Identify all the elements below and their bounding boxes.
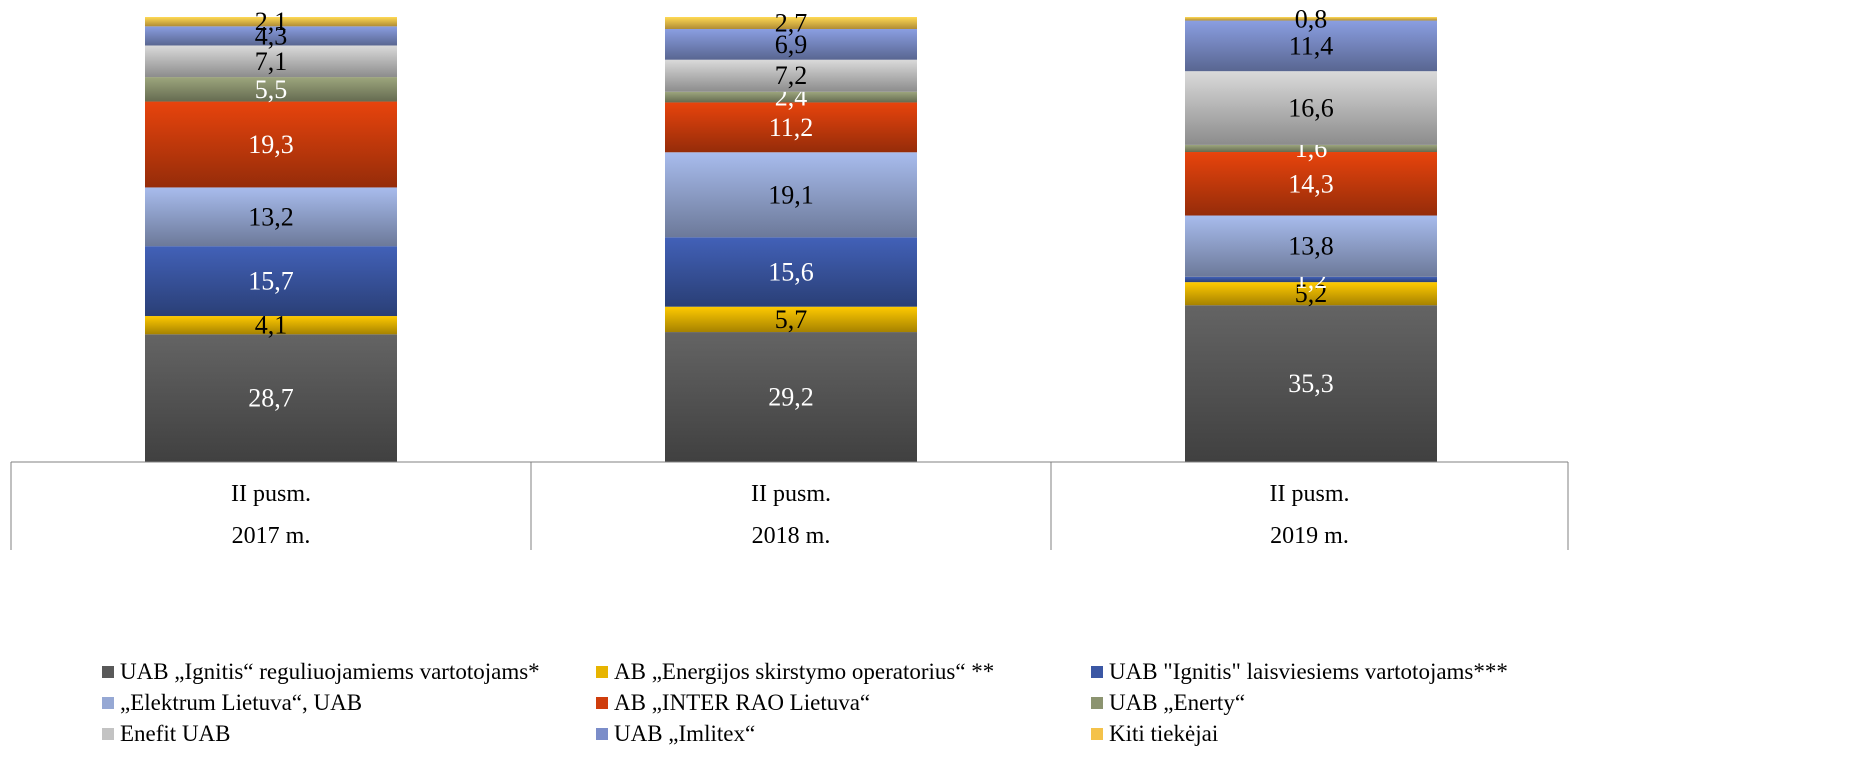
data-label: 0,8 — [1295, 4, 1328, 33]
bar-segment — [145, 316, 397, 335]
legend-swatch — [1091, 728, 1103, 740]
bar-segment — [1185, 20, 1437, 72]
data-label: 16,6 — [1288, 94, 1334, 123]
stacked-bar-chart: 28,74,115,713,219,35,57,14,32,129,25,715… — [10, 4, 1569, 550]
legend-swatch — [102, 697, 114, 709]
data-label: 5,2 — [1295, 279, 1328, 308]
tick-label-period: II pusm. — [231, 481, 311, 507]
legend-label: AB „INTER RAO Lietuva“ — [614, 690, 871, 715]
legend-swatch — [102, 666, 114, 678]
bar-segment — [665, 29, 917, 60]
legend-swatch — [1091, 697, 1103, 709]
bar-segment — [145, 17, 397, 27]
tick-label-year: 2018 m. — [752, 523, 831, 549]
bar-segment — [665, 59, 917, 92]
bar-segment — [665, 237, 917, 307]
tick-label-year: 2019 m. — [1270, 523, 1349, 549]
bar-segment — [665, 152, 917, 238]
tick-label-period: II pusm. — [751, 481, 831, 507]
legend-swatch — [596, 666, 608, 678]
data-label: 28,7 — [248, 384, 294, 413]
bar-segment — [1185, 71, 1437, 145]
data-label: 15,7 — [248, 267, 294, 296]
data-label: 14,3 — [1288, 169, 1334, 198]
bar-segment — [145, 26, 397, 46]
data-label: 11,2 — [769, 113, 814, 142]
bar-segment — [665, 306, 917, 333]
data-label: 6,9 — [775, 30, 808, 59]
data-label: 2,1 — [255, 7, 288, 36]
legend-label: Enefit UAB — [120, 721, 231, 746]
tick-label-year: 2017 m. — [232, 523, 311, 549]
legend-swatch — [596, 728, 608, 740]
legend-item: UAB „Enerty“ — [1091, 689, 1245, 717]
legend-label: UAB „Imlitex“ — [614, 721, 756, 746]
bar-segment — [145, 246, 397, 317]
bar-segment — [1185, 215, 1437, 277]
bar-segment — [1185, 282, 1437, 306]
bar-segment — [145, 334, 397, 462]
legend-label: UAB "Ignitis" laisviesiems vartotojams**… — [1109, 659, 1508, 684]
bar-segment — [145, 77, 397, 102]
tick-label-period: II pusm. — [1270, 481, 1350, 507]
data-label: 29,2 — [768, 383, 814, 412]
bar-segment — [1185, 276, 1437, 283]
legend-item: AB „Energijos skirstymo operatorius“ ** — [596, 658, 994, 686]
bar-segment — [665, 91, 917, 103]
legend: UAB „Ignitis“ reguliuojamiems vartotojam… — [0, 658, 1858, 754]
legend-swatch — [102, 728, 114, 740]
data-label: 19,3 — [248, 130, 294, 159]
bar-segment — [145, 101, 397, 188]
bar-segment — [665, 17, 917, 30]
data-label: 7,1 — [255, 47, 288, 76]
legend-label: „Elektrum Lietuva“, UAB — [120, 690, 363, 715]
data-label: 2,7 — [775, 9, 808, 38]
bar-segment — [1185, 152, 1437, 216]
bar-segment — [665, 332, 917, 462]
data-label: 35,3 — [1288, 369, 1334, 398]
legend-item: UAB "Ignitis" laisviesiems vartotojams**… — [1091, 658, 1508, 686]
bar-segment — [145, 187, 397, 247]
bar-segment — [665, 102, 917, 153]
data-label: 13,2 — [248, 202, 294, 231]
legend-item: UAB „Imlitex“ — [596, 720, 755, 748]
legend-item: „Elektrum Lietuva“, UAB — [102, 689, 362, 717]
legend-swatch — [596, 697, 608, 709]
data-label: 7,2 — [775, 61, 808, 90]
bars-layer: 28,74,115,713,219,35,57,14,32,129,25,715… — [145, 4, 1437, 462]
legend-item: Enefit UAB — [102, 720, 231, 748]
data-label: 19,1 — [768, 180, 814, 209]
data-label: 13,8 — [1288, 232, 1334, 261]
bar-segment — [145, 45, 397, 78]
legend-label: UAB „Ignitis“ reguliuojamiems vartotojam… — [120, 659, 540, 684]
legend-swatch — [1091, 666, 1103, 678]
data-label: 11,4 — [1289, 31, 1334, 60]
data-label: 5,5 — [255, 75, 288, 104]
data-label: 15,6 — [768, 257, 814, 286]
legend-item: AB „INTER RAO Lietuva“ — [596, 689, 870, 717]
legend-label: UAB „Enerty“ — [1109, 690, 1246, 715]
bar-segment — [1185, 305, 1437, 462]
legend-label: Kiti tiekėjai — [1109, 721, 1219, 746]
legend-item: Kiti tiekėjai — [1091, 720, 1218, 748]
bar-segment — [1185, 144, 1437, 153]
legend-label: AB „Energijos skirstymo operatorius“ ** — [614, 659, 995, 684]
data-label: 5,7 — [775, 305, 808, 334]
legend-item: UAB „Ignitis“ reguliuojamiems vartotojam… — [102, 658, 540, 686]
category-axis: II pusm. 2017 m. II pusm. 2018 m. II pusm. 20… — [10, 461, 1569, 550]
bar-segment — [1185, 17, 1437, 21]
